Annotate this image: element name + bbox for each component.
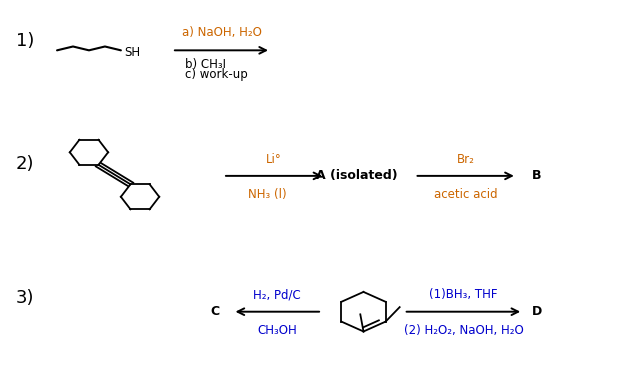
- Text: A (isolated): A (isolated): [316, 169, 398, 182]
- Text: H₂, Pd/C: H₂, Pd/C: [254, 288, 301, 301]
- Text: C: C: [211, 305, 220, 318]
- Text: Br₂: Br₂: [457, 152, 475, 166]
- Text: NH₃ (l): NH₃ (l): [249, 188, 287, 201]
- Text: D: D: [531, 305, 542, 318]
- Text: acetic acid: acetic acid: [434, 188, 497, 201]
- Text: SH: SH: [124, 46, 140, 59]
- Text: c) work-up: c) work-up: [185, 68, 247, 81]
- Text: a) NaOH, H₂O: a) NaOH, H₂O: [182, 26, 261, 39]
- Text: (1)BH₃, THF: (1)BH₃, THF: [430, 288, 498, 301]
- Text: CH₃OH: CH₃OH: [258, 324, 297, 337]
- Text: 3): 3): [15, 289, 34, 306]
- Text: 1): 1): [15, 32, 34, 50]
- Text: B: B: [531, 169, 541, 182]
- Text: Li°: Li°: [266, 152, 282, 166]
- Text: (2) H₂O₂, NaOH, H₂O: (2) H₂O₂, NaOH, H₂O: [404, 324, 524, 337]
- Text: 2): 2): [15, 156, 34, 173]
- Text: b) CH₃I: b) CH₃I: [185, 58, 226, 71]
